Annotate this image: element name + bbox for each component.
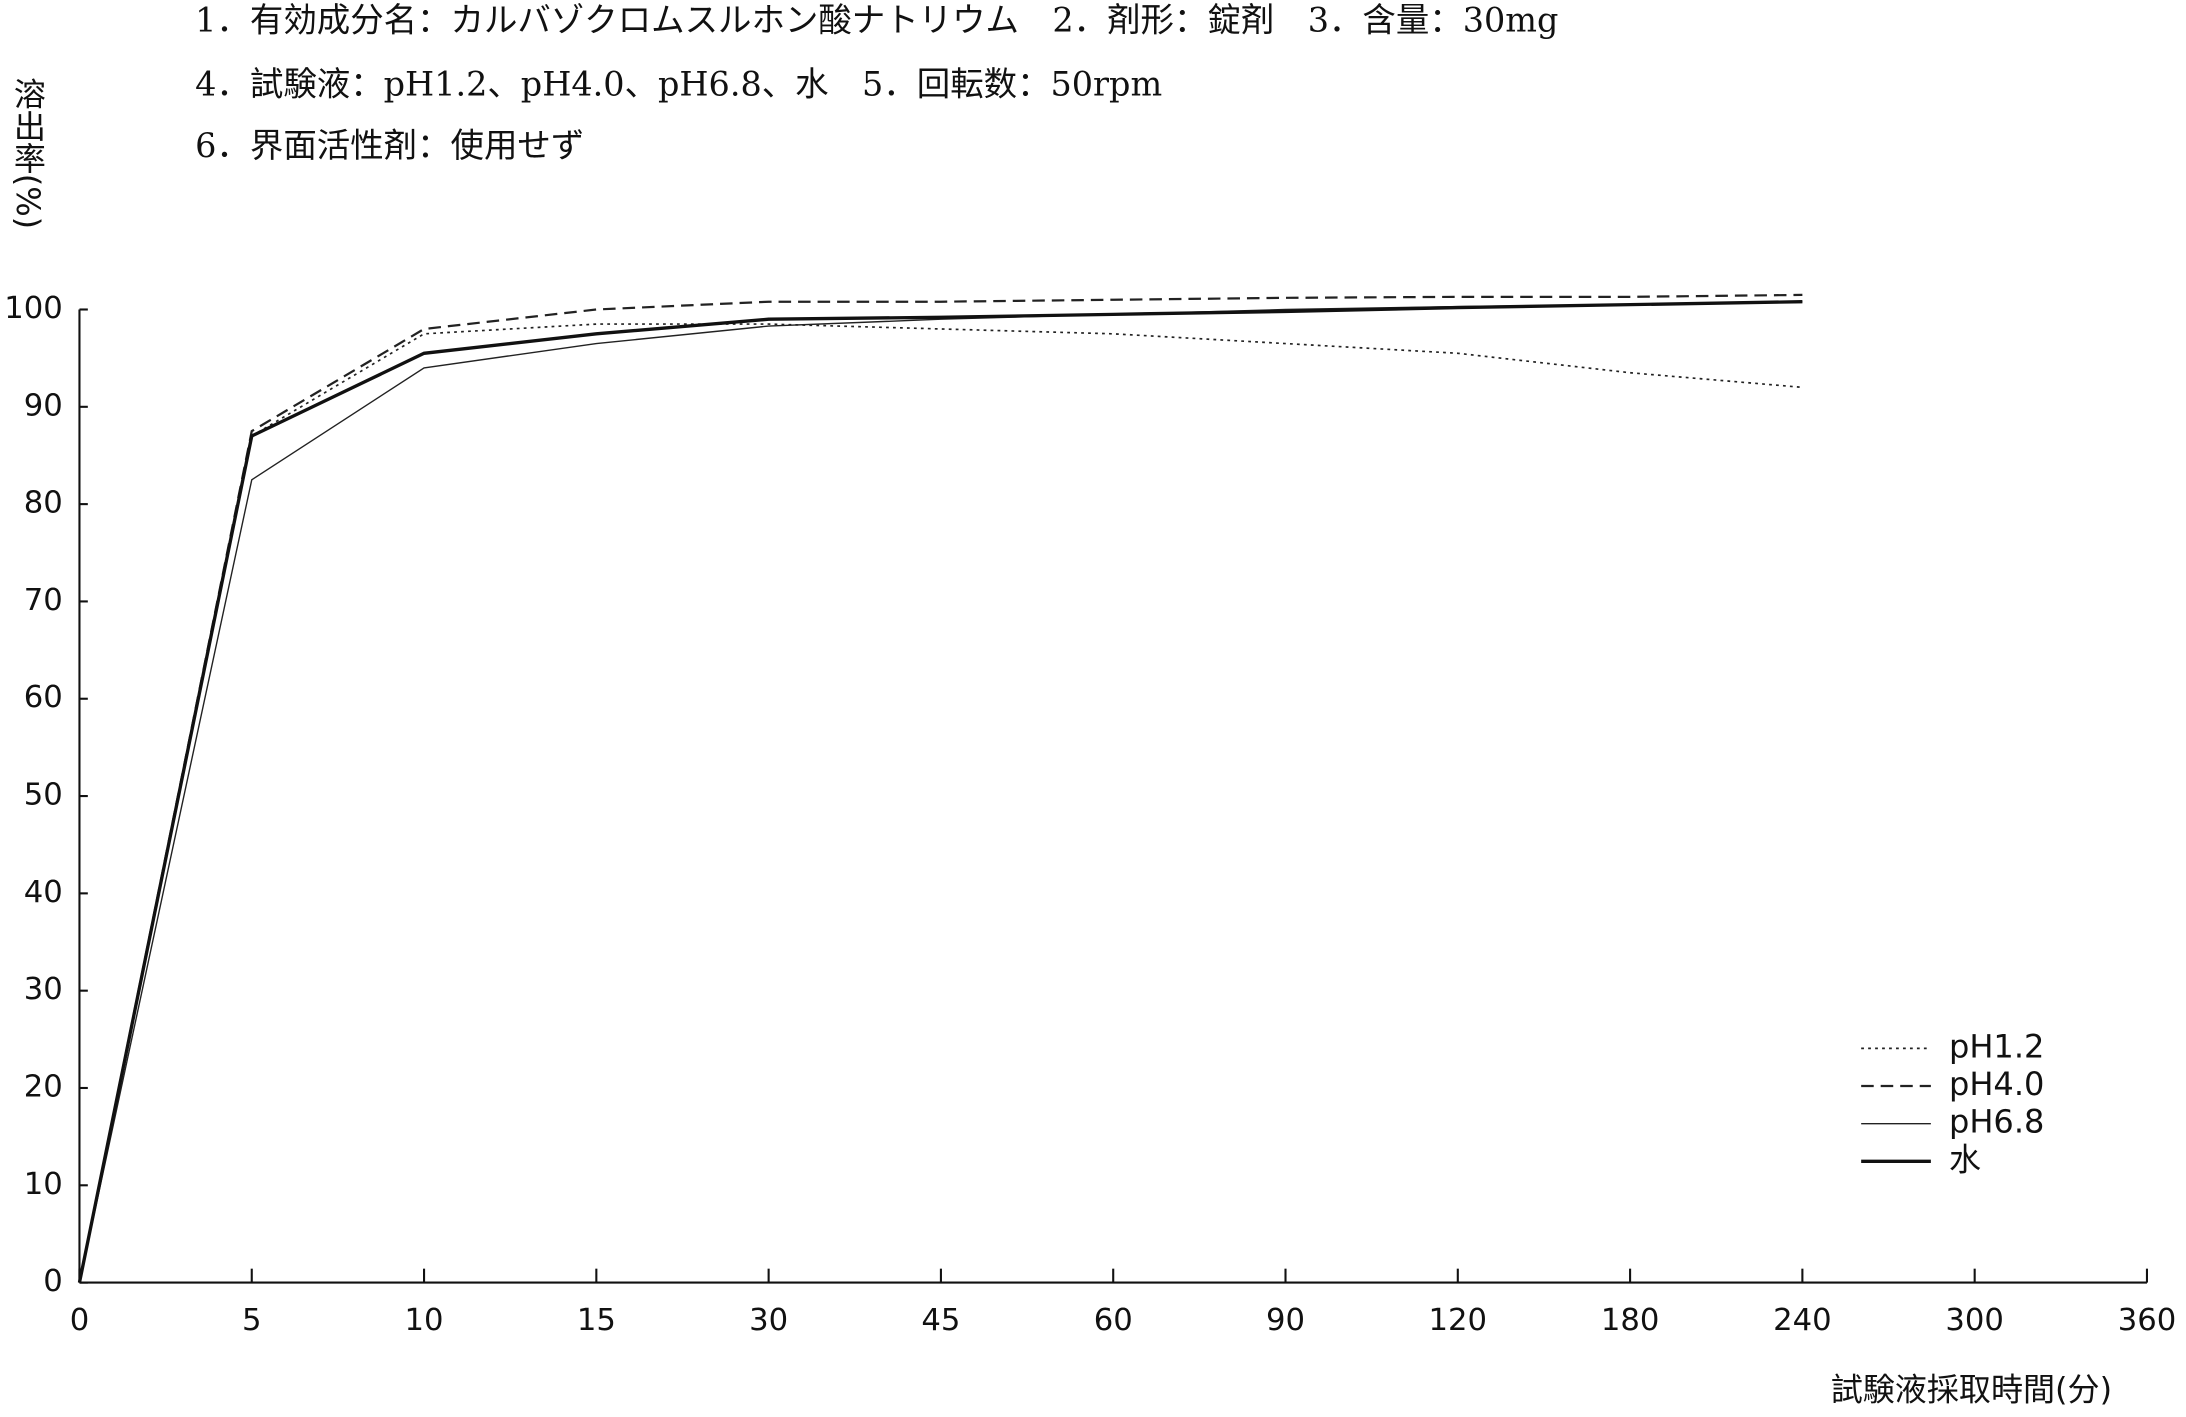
series-line (78, 293, 1803, 1283)
y-tick-label: 50 (24, 778, 63, 813)
x-tick-label: 5 (242, 1303, 262, 1338)
series-line (77, 300, 1803, 1283)
y-tick-label: 10 (24, 1167, 63, 1202)
legend-label: pH4.0 (1949, 1065, 2044, 1103)
header-line: 1．有効成分名：カルバゾクロムスルホン酸ナトリウム 2．剤形：錠剤 3．含量：3… (195, 0, 1558, 39)
y-tick-label: 80 (24, 486, 63, 521)
y-tick-label: 100 (4, 291, 63, 326)
x-tick-label: 10 (405, 1303, 444, 1338)
x-tick-label: 45 (921, 1303, 960, 1338)
y-tick-label: 30 (24, 972, 63, 1007)
series-line (78, 301, 1803, 1283)
x-tick-label: 240 (1773, 1303, 1832, 1338)
y-axis-label: 溶出率(%) (9, 78, 47, 230)
x-tick-label: 180 (1601, 1303, 1660, 1338)
legend-label: 水 (1949, 1140, 1981, 1178)
y-tick-label: 70 (24, 583, 63, 618)
series-line (78, 323, 1803, 1283)
legend-label: pH1.2 (1949, 1027, 2044, 1065)
x-tick-label: 90 (1266, 1303, 1305, 1338)
y-tick-label: 0 (43, 1264, 63, 1299)
x-tick-label: 30 (749, 1303, 788, 1338)
y-tick-label: 60 (24, 680, 63, 715)
header-line: 6．界面活性剤：使用せず (195, 126, 584, 165)
x-tick-label: 0 (70, 1303, 90, 1338)
header-line: 4．試験液：pH1.2、pH4.0、pH6.8、水 5．回転数：50rpm (195, 64, 1162, 103)
y-tick-label: 40 (24, 875, 63, 910)
x-tick-label: 300 (1945, 1303, 2004, 1338)
y-tick-label: 20 (24, 1069, 63, 1104)
y-tick-label: 90 (24, 388, 63, 423)
x-axis-label: 試験液採取時間(分) (1831, 1370, 2112, 1408)
legend-label: pH6.8 (1949, 1103, 2044, 1141)
x-tick-label: 120 (1429, 1303, 1488, 1338)
x-tick-label: 15 (577, 1303, 616, 1338)
x-tick-label: 60 (1094, 1303, 1133, 1338)
x-tick-label: 360 (2118, 1303, 2177, 1338)
